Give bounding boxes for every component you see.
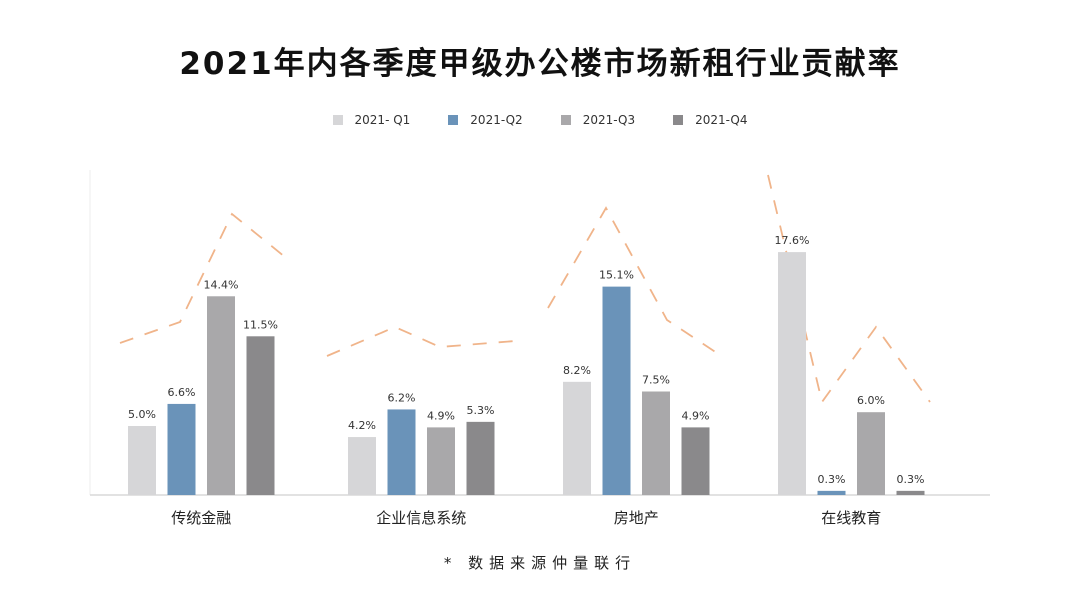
data-label: 5.3%: [467, 404, 495, 417]
legend-label: 2021-Q3: [582, 113, 636, 127]
decor-dashed-line: [547, 206, 721, 356]
bar: [207, 296, 235, 495]
legend-swatch: [673, 115, 684, 125]
legend-label: 2021-Q4: [695, 113, 748, 127]
bar: [466, 421, 495, 495]
bar: [602, 286, 631, 495]
decor-dashed-line: [326, 326, 516, 357]
legend-swatch: [332, 115, 343, 125]
data-label: 6.6%: [168, 386, 196, 399]
legend-item-q3: 2021-Q3: [560, 113, 636, 127]
data-label: 8.2%: [563, 364, 591, 377]
bar: [427, 427, 455, 495]
legend-label: 2021- Q1: [354, 113, 411, 127]
data-label: 15.1%: [599, 269, 634, 282]
x-tick-label: 企业信息系统: [376, 509, 466, 527]
legend: 2021- Q1 2021-Q2 2021-Q3 2021-Q4: [0, 113, 1080, 127]
legend-label: 2021-Q2: [470, 113, 523, 127]
bar: [167, 403, 196, 495]
bar: [817, 490, 846, 495]
bar: [681, 427, 710, 495]
data-label: 6.2%: [388, 391, 416, 404]
bar: [642, 391, 670, 495]
legend-item-q1: 2021- Q1: [332, 113, 411, 127]
legend-item-q4: 2021-Q4: [673, 113, 747, 127]
bar: [563, 381, 591, 495]
data-label: 0.3%: [897, 473, 925, 486]
legend-swatch: [560, 115, 571, 125]
bar: [246, 336, 275, 495]
data-label: 11.5%: [243, 318, 278, 331]
x-tick-label: 房地产: [614, 509, 659, 527]
x-tick-label: 在线教育: [821, 509, 881, 527]
data-label: 4.2%: [348, 419, 376, 432]
data-label: 5.0%: [128, 408, 156, 421]
source-note: * 数据来源仲量联行: [443, 554, 637, 572]
bar: [128, 426, 156, 495]
data-label: 6.0%: [857, 394, 885, 407]
bar: [348, 437, 376, 495]
data-label: 4.9%: [682, 409, 710, 422]
x-tick-label: 传统金融: [171, 509, 231, 527]
bar: [778, 252, 806, 495]
data-label: 0.3%: [818, 473, 846, 486]
data-label: 4.9%: [427, 409, 455, 422]
legend-item-q2: 2021-Q2: [448, 113, 523, 127]
legend-swatch: [448, 115, 459, 125]
bar: [857, 412, 885, 495]
bar: [896, 490, 925, 495]
decor-dashed-line: [119, 212, 286, 344]
data-label: 17.6%: [775, 234, 810, 247]
data-label: 7.5%: [642, 374, 670, 387]
data-label: 14.4%: [204, 278, 239, 291]
chart-title: 2021年内各季度甲级办公楼市场新租行业贡献率: [179, 46, 901, 82]
bar: [387, 409, 416, 495]
